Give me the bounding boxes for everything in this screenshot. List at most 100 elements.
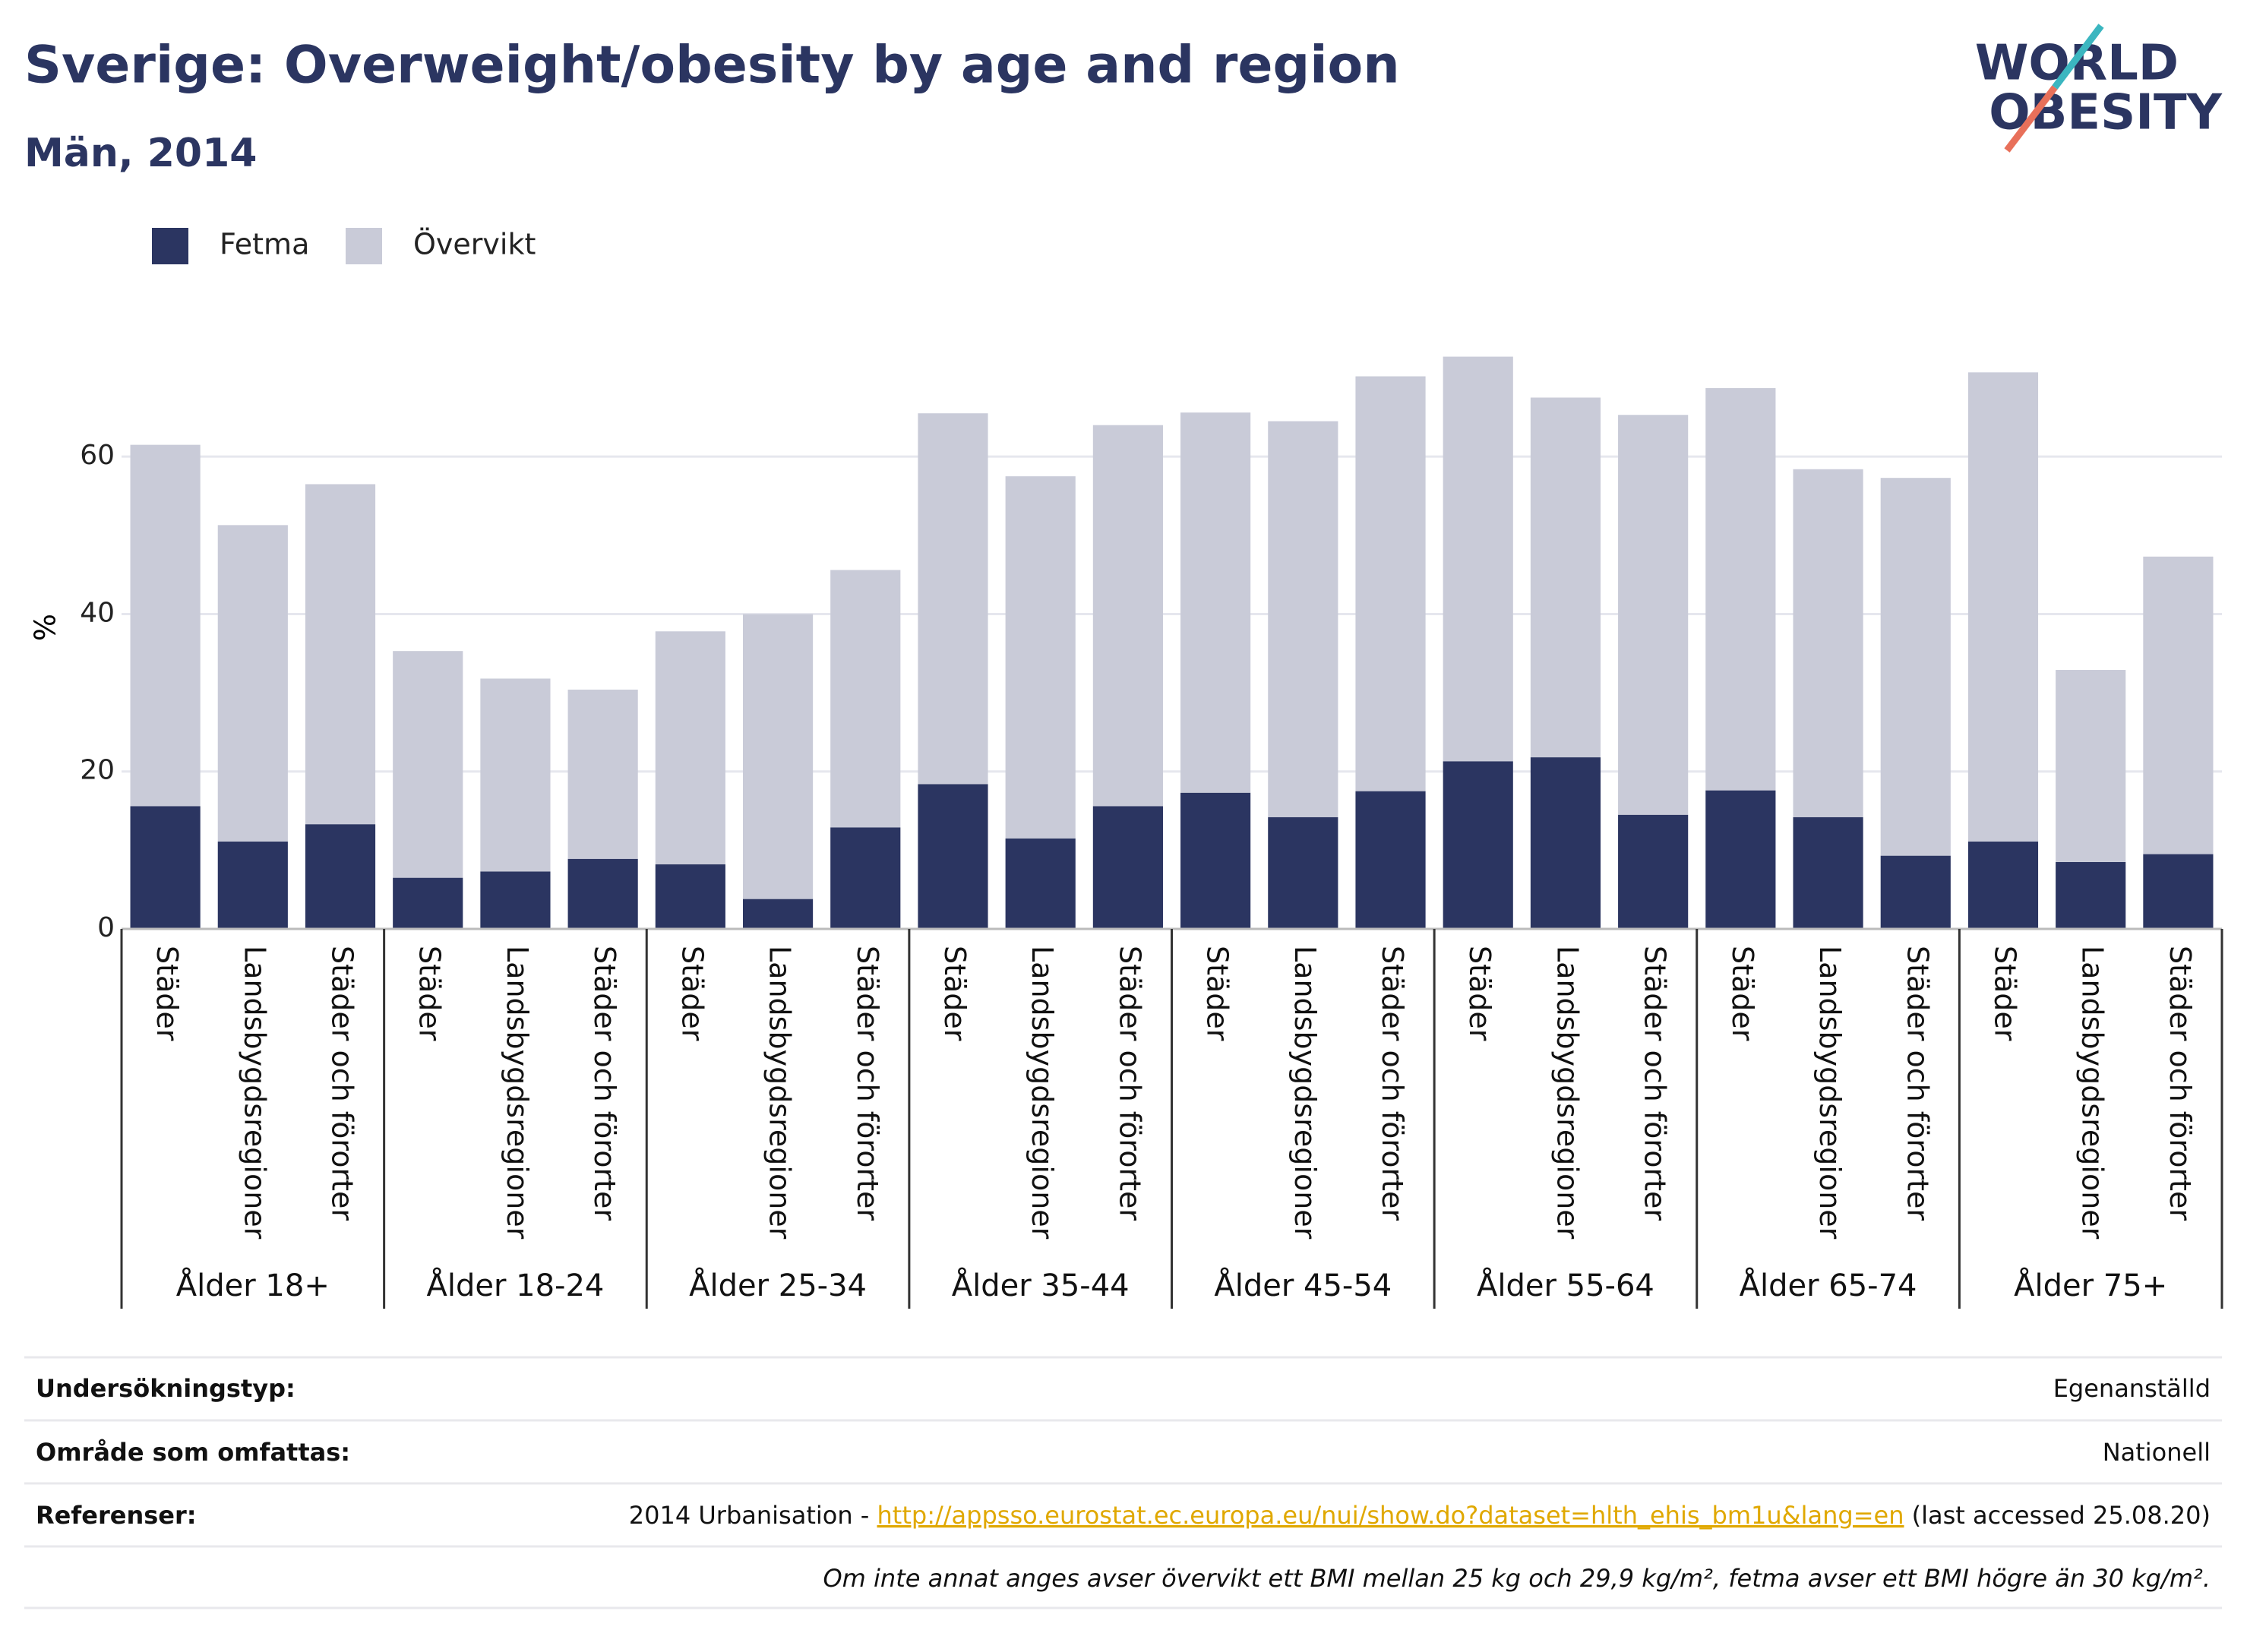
x-tick-label: Landsbygdsregioner (238, 946, 271, 1240)
y-tick-label: 20 (80, 755, 115, 786)
x-tick-label: Landsbygdsregioner (1550, 946, 1584, 1240)
x-tick-label: Städer och förorter (2163, 946, 2197, 1221)
bar-segment (742, 614, 814, 899)
bar-segment (2056, 861, 2126, 929)
bar-segment (1530, 397, 1601, 758)
bar-segment (655, 631, 725, 865)
x-tick-label: Landsbygdsregioner (501, 946, 534, 1240)
bar-segment (2143, 556, 2214, 854)
group-label: Ålder 25-34 (689, 1267, 867, 1303)
reference-prefix: 2014 Urbanisation - (629, 1501, 877, 1530)
legend-swatch (152, 228, 188, 264)
x-tick-label: Städer och förorter (851, 946, 884, 1221)
bar-segment (480, 678, 551, 872)
footer-label: Referenser: (36, 1501, 197, 1530)
x-tick-label: Städer och förorter (1376, 946, 1409, 1221)
bar-segment (830, 570, 901, 828)
x-tick-label: Landsbygdsregioner (2076, 946, 2110, 1240)
x-tick-label: Landsbygdsregioner (1813, 946, 1847, 1240)
x-tick-label: Städer (675, 946, 709, 1041)
bar-segment (1092, 425, 1163, 807)
footer-note: Om inte annat anges avser övervikt ett B… (823, 1564, 2211, 1593)
bar-segment (918, 413, 988, 785)
bar-segment (1180, 412, 1251, 793)
x-tick-label: Städer (1201, 946, 1234, 1041)
bar-segment (1618, 814, 1689, 929)
bar-segment (1092, 806, 1163, 929)
bar-segment (1793, 469, 1863, 817)
bar-segment (393, 651, 463, 878)
bar-segment (1443, 761, 1513, 929)
bar-segment (1530, 757, 1601, 929)
bar-segment (480, 871, 551, 929)
chart-subtitle: Män, 2014 (24, 131, 257, 176)
group-label: Ålder 18+ (176, 1267, 330, 1303)
legend-label: Fetma (220, 228, 309, 261)
bar-segment (1880, 855, 1951, 929)
x-tick-label: Landsbygdsregioner (1026, 946, 1059, 1240)
footer-label: Undersökningstyp: (36, 1374, 295, 1403)
bar-segment (1967, 372, 2039, 842)
x-tick-label: Städer och förorter (1639, 946, 1672, 1221)
bar-segment (1005, 838, 1076, 929)
y-axis-label: % (29, 614, 62, 641)
bar-segment (1180, 792, 1251, 929)
bar-segment (2056, 670, 2126, 862)
group-label: Ålder 45-54 (1214, 1267, 1392, 1303)
bar-segment (742, 899, 814, 929)
x-tick-label: Städer och förorter (326, 946, 359, 1221)
bar-segment (655, 864, 725, 929)
bar-segment (1880, 478, 1951, 856)
footer-value: Nationell (2103, 1438, 2211, 1467)
bar-segment (217, 841, 288, 929)
group-label: Ålder 65-74 (1740, 1267, 1917, 1303)
x-tick-label: Städer (1463, 946, 1496, 1041)
bar-segment (1618, 415, 1689, 815)
reference-link[interactable]: http://appsso.eurostat.ec.europa.eu/nui/… (877, 1501, 1904, 1530)
x-tick-label: Städer och förorter (588, 946, 621, 1221)
bar-segment (1793, 817, 1863, 929)
bar-segment (1005, 476, 1076, 839)
footer-value: Egenanställd (2053, 1374, 2211, 1403)
y-tick-label: 60 (80, 440, 115, 471)
bar-segment (567, 689, 638, 859)
footer: Undersökningstyp: Egenanställd Område som … (24, 1356, 2222, 1609)
bar-segment (130, 806, 201, 929)
x-tick-label: Städer (1726, 946, 1759, 1041)
bar-segment (217, 525, 288, 842)
group-label: Ålder 18-24 (427, 1267, 605, 1303)
reference: 2014 Urbanisation - http://appsso.eurost… (629, 1501, 2211, 1530)
bar-segment (393, 877, 463, 929)
group-label: Ålder 75+ (2014, 1267, 2167, 1303)
x-tick-label: Städer (150, 946, 184, 1041)
x-tick-label: Landsbygdsregioner (1288, 946, 1322, 1240)
group-label: Ålder 55-64 (1477, 1267, 1654, 1303)
bar-segment (305, 484, 376, 825)
legend-label: Övervikt (413, 228, 536, 261)
x-tick-label: Städer och förorter (1113, 946, 1146, 1221)
y-tick-label: 40 (80, 597, 115, 628)
x-tick-label: Städer (938, 946, 972, 1041)
chart-title: Sverige: Overweight/obesity by age and r… (24, 36, 1400, 96)
bar-segment (1443, 356, 1513, 762)
bar-segment (1268, 817, 1338, 929)
bar-segment (830, 827, 901, 929)
x-tick-label: Städer (413, 946, 447, 1041)
footer-label: Område som omfattas: (36, 1438, 350, 1467)
group-label: Ålder 35-44 (952, 1267, 1130, 1303)
x-tick-label: Städer (1988, 946, 2021, 1041)
y-tick-label: 0 (97, 912, 115, 943)
logo-slash (2052, 24, 2104, 90)
logo-slash (2004, 85, 2058, 153)
x-tick-label: Städer och förorter (1901, 946, 1934, 1221)
bar-segment (567, 858, 638, 929)
bar-segment (1705, 790, 1776, 929)
bar-segment (1705, 388, 1776, 791)
reference-suffix: (last accessed 25.08.20) (1904, 1501, 2211, 1530)
bar-segment (1355, 791, 1426, 929)
legend-swatch (346, 228, 382, 264)
bar-segment (130, 444, 201, 807)
bar-segment (1967, 841, 2039, 929)
bar-segment (2143, 854, 2214, 929)
